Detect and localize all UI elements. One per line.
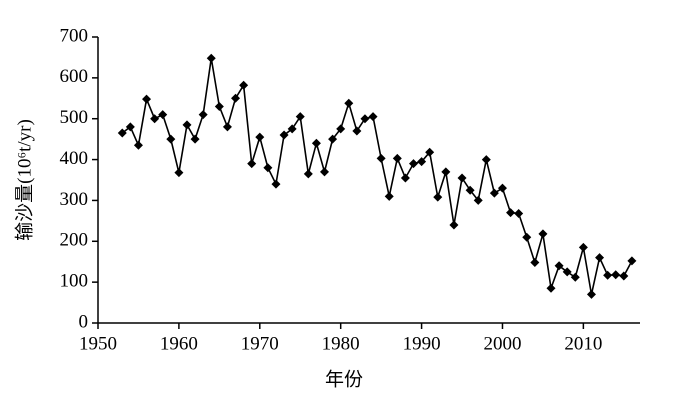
data-point (497, 183, 507, 193)
data-point (206, 53, 216, 63)
data-point (400, 173, 410, 183)
data-point (352, 126, 362, 136)
data-point (570, 272, 580, 282)
data-point (530, 258, 540, 268)
data-point (514, 209, 524, 219)
x-tick-label: 2000 (483, 333, 521, 354)
data-point (562, 267, 572, 277)
x-tick-label: 2010 (564, 333, 602, 354)
data-point (425, 147, 435, 157)
data-point (546, 283, 556, 293)
data-point (190, 134, 200, 144)
data-point (538, 229, 548, 239)
data-point (279, 130, 289, 140)
data-point (117, 128, 127, 138)
data-line (121, 58, 633, 295)
y-tick-label: 500 (60, 107, 89, 128)
data-point (627, 256, 637, 266)
data-point (368, 112, 378, 122)
data-point (198, 110, 208, 120)
data-point (303, 169, 313, 179)
data-point (320, 167, 330, 177)
data-point (255, 132, 265, 142)
data-point (441, 167, 451, 177)
data-point (158, 110, 168, 120)
data-point (433, 192, 443, 202)
data-point (231, 93, 241, 103)
x-tick-label: 1950 (79, 333, 117, 354)
data-point (125, 122, 135, 132)
data-point (586, 289, 596, 299)
y-tick-label: 700 (60, 25, 89, 46)
data-point (182, 120, 192, 130)
y-tick-label: 600 (60, 66, 89, 87)
data-point (336, 124, 346, 134)
data-point (465, 185, 475, 195)
data-point (578, 242, 588, 252)
y-tick-label: 0 (79, 311, 89, 332)
data-point (417, 157, 427, 167)
data-point (392, 153, 402, 163)
data-point (611, 270, 621, 280)
x-axis-label: 年份 (325, 368, 363, 390)
y-axis-label: 输沙量(10⁶t/yr) (13, 119, 35, 241)
data-point (489, 188, 499, 198)
x-tick-label: 1980 (322, 333, 360, 354)
data-point (174, 168, 184, 178)
data-point (271, 179, 281, 189)
data-point (408, 159, 418, 169)
data-point (360, 114, 370, 124)
data-point (595, 253, 605, 263)
y-tick-label: 400 (60, 148, 89, 169)
data-point (554, 261, 564, 271)
data-point (295, 112, 305, 122)
data-point (619, 271, 629, 281)
data-point (247, 159, 257, 169)
data-point (214, 101, 224, 111)
data-point (133, 140, 143, 150)
data-point (311, 138, 321, 148)
data-point (239, 80, 249, 90)
data-point (150, 114, 160, 124)
data-point (222, 122, 232, 132)
data-point (263, 163, 273, 173)
x-tick-label: 1990 (403, 333, 441, 354)
data-point (328, 134, 338, 144)
data-point (603, 270, 613, 280)
x-tick-label: 1970 (241, 333, 279, 354)
data-point (506, 208, 516, 218)
data-point (473, 195, 483, 205)
data-point (384, 191, 394, 201)
data-point (166, 134, 176, 144)
data-point (457, 173, 467, 183)
y-tick-label: 100 (60, 271, 89, 292)
y-tick-label: 300 (60, 189, 89, 210)
data-point (522, 232, 532, 242)
data-point (344, 98, 354, 108)
data-point (449, 220, 459, 230)
y-tick-label: 200 (60, 230, 89, 251)
x-tick-label: 1960 (160, 333, 198, 354)
data-point (142, 94, 152, 104)
data-point (287, 124, 297, 134)
data-point (481, 155, 491, 165)
data-point (376, 153, 386, 163)
